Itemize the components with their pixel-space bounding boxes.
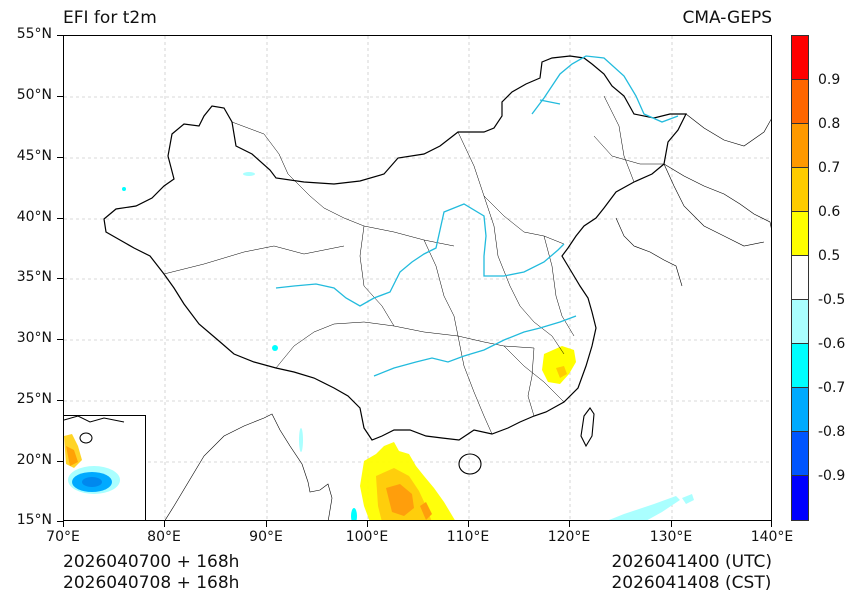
y-tick-label: 35°N: [16, 269, 52, 285]
x-tick-label: 90°E: [249, 529, 283, 545]
y-tick-label: 40°N: [16, 209, 52, 225]
y-tick: [57, 157, 63, 159]
y-tick-label: 55°N: [16, 26, 52, 42]
x-tick: [266, 521, 268, 527]
inset-svg: [64, 416, 125, 494]
init-time-block: 2026040700 + 168h 2026040708 + 168h: [63, 552, 239, 594]
x-tick: [671, 521, 673, 527]
x-tick-label: 70°E: [46, 529, 80, 545]
colorbar-segment: [792, 80, 808, 124]
y-tick: [57, 521, 63, 523]
south-china-sea-inset: [63, 415, 146, 521]
efi-cold-spots: [122, 172, 357, 520]
gridlines: [64, 36, 771, 520]
china-border: [103, 55, 687, 441]
efi-cold-pacific: [609, 494, 694, 520]
colorbar-segment: [792, 388, 808, 432]
y-tick: [57, 278, 63, 280]
x-tick-label: 100°E: [345, 529, 389, 545]
map-svg: [64, 36, 771, 520]
init-time-cst: 2026040708 + 168h: [63, 573, 240, 593]
init-time-utc: 2026040700 + 168h: [63, 552, 240, 572]
y-tick-label: 45°N: [16, 148, 52, 164]
colorbar-label: 0.7: [818, 160, 841, 176]
y-tick-label: 15°N: [16, 512, 52, 528]
neighbor-coastlines: [164, 113, 771, 520]
colorbar-label: -0.5: [818, 292, 846, 308]
x-tick-label: 130°E: [649, 529, 693, 545]
x-tick-label: 80°E: [147, 529, 181, 545]
efi-warm-indochina: [360, 442, 455, 520]
x-tick-label: 140°E: [750, 529, 794, 545]
y-tick: [57, 35, 63, 37]
colorbar-segment: [792, 476, 808, 520]
valid-time-block: 2026041400 (UTC) 2026041408 (CST): [611, 552, 772, 594]
colorbar-segment: [792, 344, 808, 388]
y-tick-label: 30°N: [16, 330, 52, 346]
colorbar-segment: [792, 300, 808, 344]
colorbar-segment: [792, 124, 808, 168]
x-tick-label: 110°E: [446, 529, 490, 545]
colorbar-label: -0.6: [818, 336, 846, 352]
province-borders: [163, 95, 664, 435]
colorbar-segment: [792, 256, 808, 300]
taiwan-island: [580, 407, 595, 448]
x-tick: [569, 521, 571, 527]
colorbar-segment: [792, 168, 808, 212]
colorbar-label: 0.9: [818, 72, 841, 88]
model-name: CMA-GEPS: [682, 8, 772, 28]
x-tick: [63, 521, 65, 527]
rivers: [275, 55, 679, 377]
y-tick-label: 25°N: [16, 391, 52, 407]
chart-title: EFI for t2m: [63, 8, 157, 28]
efi-warm-zhejiang: [542, 346, 576, 384]
x-tick: [164, 521, 166, 527]
colorbar-segment: [792, 36, 808, 80]
hainan-island: [458, 453, 482, 475]
valid-time-cst: 2026041408 (CST): [611, 573, 772, 593]
colorbar-label: -0.8: [818, 424, 846, 440]
colorbar-label: 0.8: [818, 116, 841, 132]
y-tick-label: 50°N: [16, 87, 52, 103]
y-tick: [57, 218, 63, 220]
y-tick: [57, 96, 63, 98]
y-tick-label: 20°N: [16, 452, 52, 468]
colorbar-segment: [792, 432, 808, 476]
colorbar-segment: [792, 212, 808, 256]
x-tick: [367, 521, 369, 527]
valid-time-utc: 2026041400 (UTC): [611, 552, 772, 572]
x-tick-label: 120°E: [547, 529, 591, 545]
colorbar-label: 0.5: [818, 248, 841, 264]
colorbar-label: -0.7: [818, 380, 846, 396]
x-tick: [771, 521, 773, 527]
map-plot-area: [63, 35, 772, 521]
y-tick: [57, 400, 63, 402]
y-tick: [57, 461, 63, 463]
y-tick: [57, 339, 63, 341]
colorbar: [791, 35, 809, 521]
colorbar-label: 0.6: [818, 204, 841, 220]
x-tick: [468, 521, 470, 527]
colorbar-label: -0.9: [818, 468, 846, 484]
